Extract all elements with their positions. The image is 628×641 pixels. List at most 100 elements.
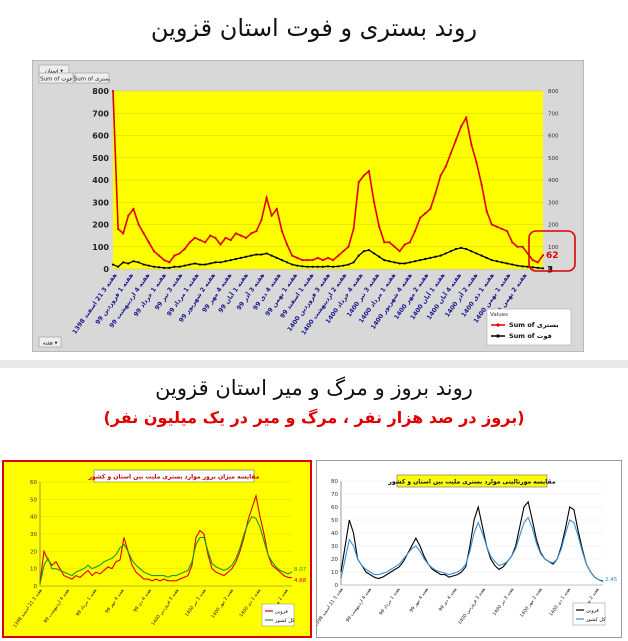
series-point-1 — [419, 259, 422, 262]
series-point-0 — [465, 116, 468, 119]
series-point-1 — [408, 261, 412, 264]
series-point-1 — [439, 254, 442, 257]
incidence-mortality-subtitle: (بروز در صد هزار نفر ، مرگ و میر در یک م… — [103, 408, 525, 427]
series-point-0 — [229, 238, 232, 242]
y2-tick-label: 500 — [548, 156, 559, 162]
y-tick-label: 50 — [331, 518, 338, 524]
series-point-0 — [506, 230, 509, 233]
series-point-1 — [454, 247, 458, 251]
series-point-0 — [306, 259, 309, 262]
series-point-0 — [413, 230, 417, 233]
series-point-0 — [516, 245, 519, 248]
series-line-1 — [39, 515, 293, 585]
field-button-deaths — [38, 72, 74, 84]
series-point-1 — [485, 256, 488, 259]
series-point-1 — [480, 254, 483, 257]
series-point-0 — [388, 241, 391, 244]
series-point-1 — [321, 265, 324, 268]
series-point-1 — [198, 263, 202, 266]
field-button-hospitalized — [74, 72, 110, 84]
series-point-0 — [193, 236, 197, 239]
y-tick-label: 10 — [30, 567, 37, 573]
series-point-1 — [495, 260, 499, 263]
series-point-1 — [285, 261, 289, 264]
legend-marker-0 — [496, 323, 500, 327]
series-point-0 — [511, 241, 514, 244]
series-point-0 — [378, 225, 381, 228]
y-tick-label: 400 — [92, 176, 109, 185]
series-point-1 — [270, 254, 273, 257]
x-tick-label: هفته 3 21 اسفند 1398 — [317, 586, 345, 628]
series-line-1 — [340, 516, 604, 583]
series-point-1 — [332, 265, 335, 268]
series-point-1 — [362, 250, 365, 253]
series-point-0 — [419, 216, 422, 219]
series-point-1 — [163, 266, 166, 269]
series-point-0 — [500, 227, 504, 231]
series-point-1 — [214, 261, 217, 264]
series-point-1 — [183, 264, 186, 267]
series-point-1 — [470, 250, 473, 253]
series-point-1 — [490, 259, 493, 262]
series-point-1 — [459, 246, 463, 249]
series-point-1 — [316, 265, 319, 268]
series-point-1 — [209, 262, 212, 265]
series-point-0 — [137, 223, 140, 226]
legend-label-0: قزوین — [586, 608, 599, 614]
y2-tick-label: 400 — [548, 178, 559, 184]
y-tick-label: 0 — [34, 584, 38, 590]
series-point-1 — [157, 266, 161, 269]
end-value-highlight — [528, 230, 576, 272]
series-point-0 — [490, 223, 493, 226]
series-point-1 — [178, 265, 181, 268]
legend-title: Values — [490, 312, 508, 318]
series-point-0 — [117, 227, 120, 231]
series-point-0 — [163, 259, 166, 262]
y2-tick-label: 300 — [548, 200, 559, 206]
series-point-1 — [424, 257, 427, 261]
series-point-1 — [188, 263, 191, 266]
mortality-comparison-chart-svg: مقایسه مورتالیتی موارد بستری ملیت بین اس… — [313, 474, 618, 628]
field-button-deaths-label: Sum of فوت — [40, 77, 72, 83]
legend-marker-1 — [496, 334, 500, 338]
series-point-1 — [244, 255, 248, 258]
series-point-0 — [434, 192, 437, 195]
x-tick-label: هفته 4 مهر 99 — [408, 586, 430, 614]
series-point-1 — [117, 265, 120, 268]
chart-title: مقایسه مورتالیتی موارد بستری ملیت بین اس… — [387, 479, 555, 486]
series-point-0 — [316, 256, 319, 259]
series-point-1 — [536, 266, 539, 269]
series-point-1 — [500, 261, 504, 264]
series-point-0 — [342, 250, 345, 253]
series-point-0 — [280, 230, 284, 233]
series-point-0 — [475, 161, 478, 164]
x-tick-label: هفته 4 اردیبهشت 99 — [345, 586, 374, 623]
x-tick-label: هفته 4 اردیبهشت 99 — [43, 587, 72, 624]
series-line-0 — [39, 493, 293, 583]
series-point-1 — [219, 261, 222, 264]
legend-label-1: کل کشور — [274, 618, 295, 624]
y2-tick-label: 600 — [548, 134, 559, 140]
series-end-label-1: 8.07 — [294, 567, 307, 573]
y-tick-label: 200 — [92, 221, 109, 230]
series-point-1 — [306, 265, 309, 268]
series-point-1 — [173, 265, 176, 268]
y2-tick-label: 800 — [548, 89, 559, 95]
incidence-mortality-title: روند بروز و مرگ و میر استان قزوین — [155, 376, 473, 400]
series-point-0 — [239, 234, 243, 237]
end-label-hospitalized: 62 — [546, 251, 559, 261]
hospitalization-death-chart: استان ▾ Sum of فوت Sum of بستری هفته ▾ 0 100 2… — [32, 60, 584, 352]
x-tick-label: هفته 4 دی 99 — [438, 586, 459, 612]
series-point-0 — [260, 218, 263, 222]
series-point-1 — [122, 261, 125, 264]
series-point-0 — [383, 241, 386, 244]
series-point-1 — [434, 255, 437, 258]
series-point-0 — [326, 256, 330, 259]
series-point-0 — [198, 238, 202, 242]
week-filter-button — [38, 336, 62, 348]
x-tick-label: هفته 3 تیر 1400 — [492, 586, 516, 617]
series-point-1 — [413, 260, 417, 263]
series-point-1 — [260, 253, 263, 256]
series-point-0 — [285, 243, 289, 246]
legend-label-0: Sum of بستری — [509, 321, 559, 329]
